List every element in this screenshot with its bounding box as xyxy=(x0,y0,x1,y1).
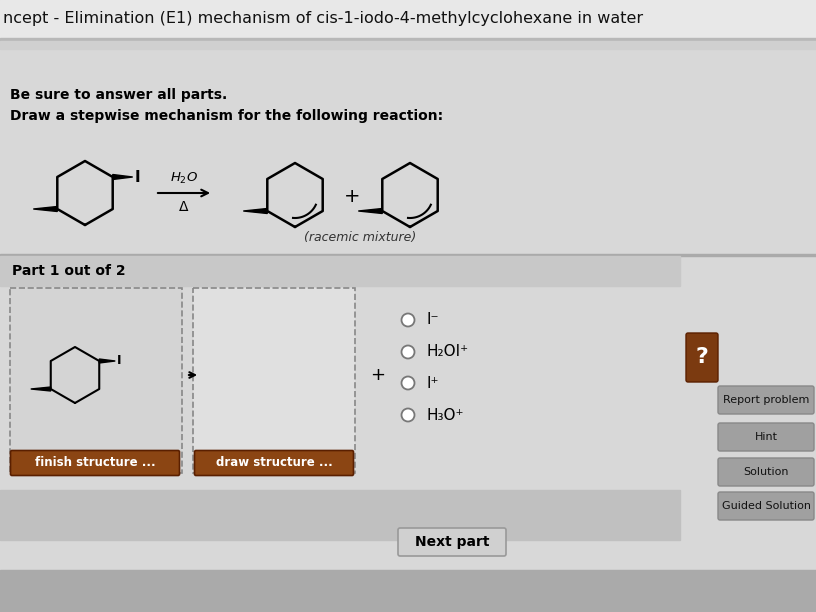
FancyBboxPatch shape xyxy=(718,423,814,451)
Text: +: + xyxy=(370,366,385,384)
FancyBboxPatch shape xyxy=(11,450,180,476)
Text: ?: ? xyxy=(695,347,708,367)
Text: (racemic mixture): (racemic mixture) xyxy=(304,231,416,244)
Text: H₂OI⁺: H₂OI⁺ xyxy=(426,345,468,359)
Bar xyxy=(0,490,680,540)
Bar xyxy=(0,256,680,286)
Text: Part 1 out of 2: Part 1 out of 2 xyxy=(12,264,126,278)
Text: I: I xyxy=(135,170,140,184)
Text: $H_2O$: $H_2O$ xyxy=(170,171,198,185)
Bar xyxy=(0,570,816,612)
Bar xyxy=(10,288,182,473)
Polygon shape xyxy=(31,387,51,391)
Text: Guided Solution: Guided Solution xyxy=(721,501,810,511)
Bar xyxy=(0,254,816,256)
Text: Next part: Next part xyxy=(415,535,490,549)
Text: Solution: Solution xyxy=(743,467,789,477)
Text: I⁺: I⁺ xyxy=(426,376,438,390)
Text: $\Delta$: $\Delta$ xyxy=(179,200,189,214)
Text: +: + xyxy=(344,187,360,206)
Text: Report problem: Report problem xyxy=(723,395,809,405)
Text: I: I xyxy=(118,354,122,367)
Bar xyxy=(0,0,816,38)
Polygon shape xyxy=(33,206,57,212)
Polygon shape xyxy=(358,209,382,214)
Bar xyxy=(0,41,816,49)
Circle shape xyxy=(401,346,415,359)
Polygon shape xyxy=(113,174,133,179)
Circle shape xyxy=(401,408,415,422)
FancyBboxPatch shape xyxy=(718,386,814,414)
Bar xyxy=(193,288,355,473)
Bar xyxy=(0,38,816,41)
Text: Be sure to answer all parts.: Be sure to answer all parts. xyxy=(10,88,227,102)
Text: draw structure ...: draw structure ... xyxy=(215,457,332,469)
FancyBboxPatch shape xyxy=(686,333,718,382)
FancyBboxPatch shape xyxy=(718,492,814,520)
Text: Hint: Hint xyxy=(755,432,778,442)
Text: I⁻: I⁻ xyxy=(426,313,438,327)
Text: H₃O⁺: H₃O⁺ xyxy=(426,408,463,422)
FancyBboxPatch shape xyxy=(194,450,353,476)
Text: ncept - Elimination (E1) mechanism of cis-1-iodo-4-methylcyclohexane in water: ncept - Elimination (E1) mechanism of ci… xyxy=(3,12,643,26)
Circle shape xyxy=(401,313,415,326)
FancyBboxPatch shape xyxy=(718,458,814,486)
Text: finish structure ...: finish structure ... xyxy=(35,457,155,469)
FancyBboxPatch shape xyxy=(398,528,506,556)
Polygon shape xyxy=(243,209,268,214)
Circle shape xyxy=(401,376,415,389)
Polygon shape xyxy=(100,359,115,363)
Text: Draw a stepwise mechanism for the following reaction:: Draw a stepwise mechanism for the follow… xyxy=(10,109,443,123)
